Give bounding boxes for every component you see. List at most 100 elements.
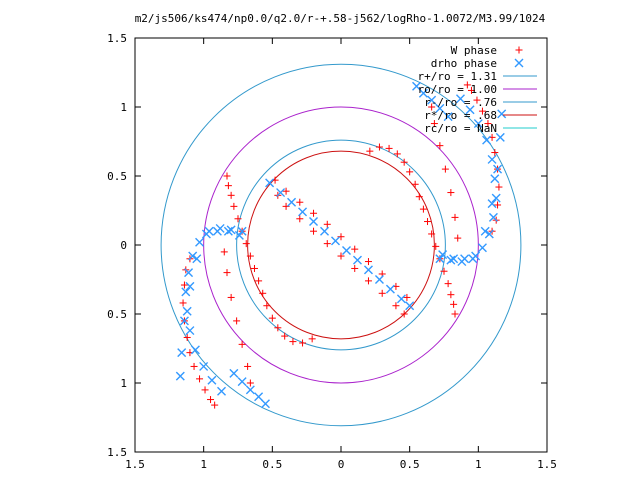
point-0-19 bbox=[299, 339, 307, 347]
y-tick-label-1: 1 bbox=[120, 377, 127, 390]
point-1-56 bbox=[487, 199, 497, 209]
legend-marker-1 bbox=[514, 58, 524, 68]
x-tick-label-2: 0.5 bbox=[262, 458, 282, 471]
point-1-65 bbox=[412, 81, 422, 91]
y-tick-label-5: 1 bbox=[120, 101, 127, 114]
point-1-29 bbox=[226, 225, 236, 235]
point-1-32 bbox=[195, 237, 205, 247]
point-1-10 bbox=[374, 275, 384, 284]
point-0-54 bbox=[183, 333, 191, 341]
point-1-15 bbox=[446, 255, 456, 265]
point-0-76 bbox=[337, 252, 345, 260]
point-1-4 bbox=[309, 217, 319, 227]
reference-circles bbox=[160, 63, 522, 427]
point-0-5 bbox=[406, 168, 414, 176]
point-0-3 bbox=[393, 150, 401, 158]
point-1-51 bbox=[438, 250, 448, 260]
point-0-63 bbox=[310, 209, 318, 217]
x-tick-label-0: 1.5 bbox=[125, 458, 145, 471]
point-0-95 bbox=[428, 103, 436, 111]
point-1-19 bbox=[484, 229, 494, 239]
point-0-20 bbox=[289, 338, 297, 346]
point-0-50 bbox=[201, 386, 209, 394]
point-0-11 bbox=[432, 242, 440, 250]
point-0-73 bbox=[378, 289, 386, 297]
point-0-49 bbox=[207, 396, 215, 404]
point-1-50 bbox=[175, 371, 185, 381]
x-tick-label-5: 1 bbox=[475, 458, 482, 471]
point-0-92 bbox=[441, 165, 449, 173]
point-1-42 bbox=[234, 230, 244, 240]
y-tick-label-3: 0 bbox=[120, 239, 127, 252]
point-0-61 bbox=[282, 187, 290, 195]
legend-label-1: drho phase bbox=[431, 57, 497, 70]
point-1-2 bbox=[287, 197, 297, 207]
point-0-67 bbox=[364, 258, 372, 266]
point-0-39 bbox=[478, 107, 486, 115]
point-1-53 bbox=[460, 254, 470, 264]
point-1-48 bbox=[179, 316, 189, 326]
point-1-23 bbox=[487, 154, 497, 164]
point-1-1 bbox=[276, 188, 286, 198]
chart-title: m2/js506/ks474/np0.0/q2.0/r-+.58-j562/lo… bbox=[135, 12, 546, 25]
point-0-8 bbox=[419, 205, 427, 213]
point-0-42 bbox=[491, 149, 499, 157]
point-0-57 bbox=[180, 281, 188, 289]
point-1-52 bbox=[449, 254, 459, 264]
point-0-36 bbox=[463, 81, 471, 89]
point-1-62 bbox=[245, 385, 255, 395]
point-1-61 bbox=[254, 392, 264, 402]
point-1-34 bbox=[184, 268, 194, 278]
point-0-91 bbox=[447, 189, 455, 197]
point-1-64 bbox=[229, 368, 239, 378]
point-1-45 bbox=[201, 229, 211, 239]
point-0-35 bbox=[223, 172, 231, 180]
point-0-15 bbox=[447, 291, 455, 299]
point-0-27 bbox=[250, 264, 258, 272]
legend-label-6: rc/ro = NaN bbox=[424, 122, 497, 135]
point-1-37 bbox=[185, 326, 195, 336]
point-0-22 bbox=[274, 324, 282, 332]
point-1-67 bbox=[427, 95, 437, 105]
point-0-7 bbox=[415, 193, 423, 201]
point-1-59 bbox=[497, 109, 507, 119]
point-1-68 bbox=[435, 103, 445, 113]
point-1-40 bbox=[207, 375, 217, 385]
point-1-33 bbox=[188, 251, 198, 261]
point-0-33 bbox=[227, 191, 235, 199]
legend-marker-0 bbox=[515, 46, 523, 54]
legend-label-0: W phase bbox=[451, 44, 497, 57]
point-1-3 bbox=[298, 207, 308, 217]
point-1-69 bbox=[443, 112, 453, 122]
point-0-72 bbox=[392, 302, 400, 310]
point-1-28 bbox=[237, 226, 247, 236]
x-tick-label-4: 0.5 bbox=[400, 458, 420, 471]
point-1-35 bbox=[181, 287, 191, 297]
point-0-52 bbox=[190, 362, 198, 370]
point-0-23 bbox=[268, 314, 276, 322]
point-1-27 bbox=[455, 94, 465, 104]
point-1-38 bbox=[190, 345, 200, 355]
circle-1 bbox=[203, 106, 479, 384]
point-1-14 bbox=[435, 254, 445, 264]
point-0-88 bbox=[246, 379, 254, 387]
point-1-8 bbox=[352, 255, 362, 265]
point-0-80 bbox=[282, 202, 290, 210]
circle-0 bbox=[160, 63, 522, 427]
point-0-4 bbox=[400, 158, 408, 166]
point-1-26 bbox=[465, 105, 475, 115]
point-0-74 bbox=[364, 277, 372, 285]
point-0-83 bbox=[223, 269, 231, 277]
point-0-38 bbox=[473, 96, 481, 104]
point-0-48 bbox=[211, 401, 219, 409]
point-1-11 bbox=[385, 284, 395, 294]
point-0-77 bbox=[323, 240, 331, 248]
legend-label-2: r+/ro = 1.31 bbox=[418, 70, 497, 83]
point-0-56 bbox=[179, 299, 187, 307]
point-0-90 bbox=[451, 213, 459, 221]
point-0-45 bbox=[494, 201, 502, 209]
point-1-41 bbox=[217, 386, 227, 396]
y-tick-label-4: 0.5 bbox=[107, 170, 127, 183]
point-1-6 bbox=[331, 236, 341, 246]
point-1-22 bbox=[490, 174, 500, 184]
